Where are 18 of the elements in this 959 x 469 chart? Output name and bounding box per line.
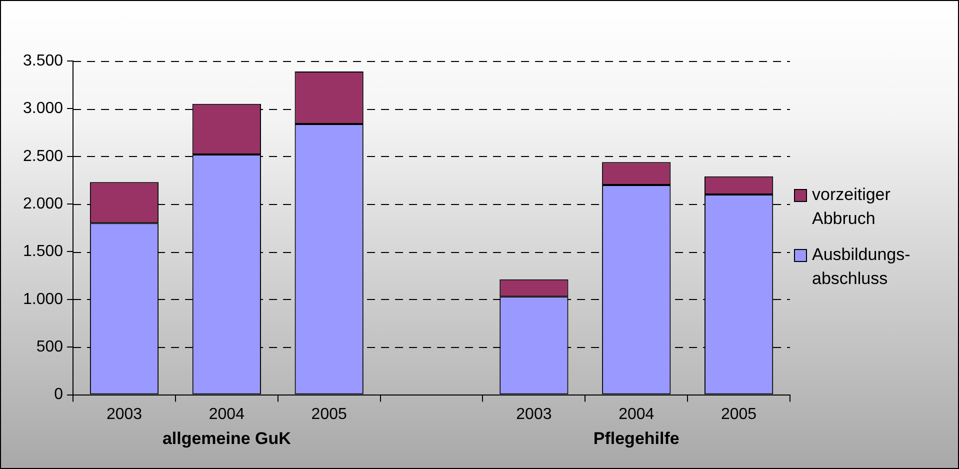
x-tick-label: 2005 bbox=[720, 406, 757, 423]
y-tick-label: 0 bbox=[54, 386, 64, 404]
y-tick-label: 1.000 bbox=[22, 290, 64, 308]
y-tick-label: 1.500 bbox=[22, 243, 64, 260]
x-tick-label: 2003 bbox=[106, 406, 142, 423]
y-tick-label: 500 bbox=[36, 338, 64, 356]
x-tick-label: 2004 bbox=[208, 406, 245, 423]
x-tick-label: 2003 bbox=[516, 406, 552, 423]
y-tick-label: 3.000 bbox=[22, 100, 64, 118]
y-tick-label: 2.500 bbox=[22, 148, 64, 165]
text: Ausbildungs-abschluss bbox=[812, 244, 912, 290]
legend-label: vorzeitiger Abbruch bbox=[812, 184, 892, 230]
x-tick-label: 2004 bbox=[618, 406, 654, 423]
y-tick-label: 3.500 bbox=[22, 52, 64, 70]
text: allgemeine GuK bbox=[162, 429, 292, 448]
x-tick-label: 2005 bbox=[311, 406, 347, 423]
text: Pflegehilfe bbox=[593, 429, 680, 448]
y-tick-label: 2.000 bbox=[22, 195, 64, 212]
